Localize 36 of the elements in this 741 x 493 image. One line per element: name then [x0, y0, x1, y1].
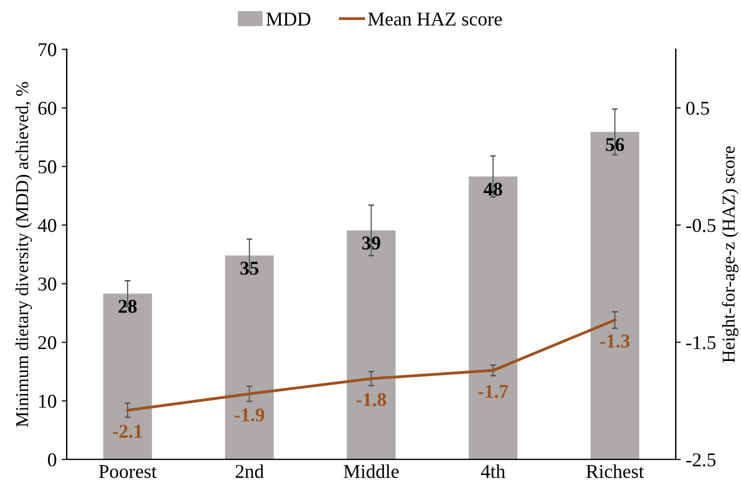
x-tick-label: 4th: [481, 464, 506, 478]
y2-tick-label: -1.5: [686, 336, 716, 350]
x-tick-label: Richest: [586, 464, 644, 478]
data-label: -1.9: [234, 408, 264, 422]
data-label: 39: [362, 236, 380, 250]
bar: [225, 256, 274, 460]
data-label: 28: [118, 300, 137, 313]
legend-label: MDD: [266, 12, 310, 26]
y2-tick-label: 0.5: [686, 102, 710, 115]
data-label: -2.1: [112, 424, 142, 438]
data-label: 48: [484, 182, 502, 196]
x-tick-label: Poorest: [98, 465, 157, 478]
y2-tick-label: -0.5: [686, 218, 716, 232]
y-tick-label: 30: [38, 278, 56, 291]
y-tick-label: 70: [38, 43, 56, 56]
bar: [590, 132, 640, 460]
y-tick-label: 40: [38, 218, 56, 232]
y2-axis-title: Height-for-age-z (HAZ) score: [722, 146, 738, 362]
x-tick-label: Middle: [344, 464, 399, 478]
y-tick-label: 0: [48, 453, 56, 466]
data-label: -1.8: [356, 393, 386, 406]
y-tick-label: 60: [38, 102, 56, 115]
bar: [346, 230, 396, 460]
y-axis-title: Minimum dietary diversity (MDD) achieved, %: [16, 82, 32, 427]
data-label: 56: [606, 138, 624, 152]
data-label: -1.3: [600, 334, 630, 348]
bar: [468, 176, 518, 460]
y2-tick-label: -2.5: [686, 453, 716, 466]
legend-label: Mean HAZ score: [368, 12, 502, 26]
y-tick-label: 10: [39, 394, 56, 408]
x-tick-label: 2nd: [236, 464, 264, 478]
y-tick-label: 20: [38, 336, 56, 350]
y-tick-label: 50: [38, 160, 56, 174]
data-label: 35: [240, 262, 258, 275]
data-label: -1.7: [478, 384, 508, 398]
bar: [103, 294, 152, 460]
